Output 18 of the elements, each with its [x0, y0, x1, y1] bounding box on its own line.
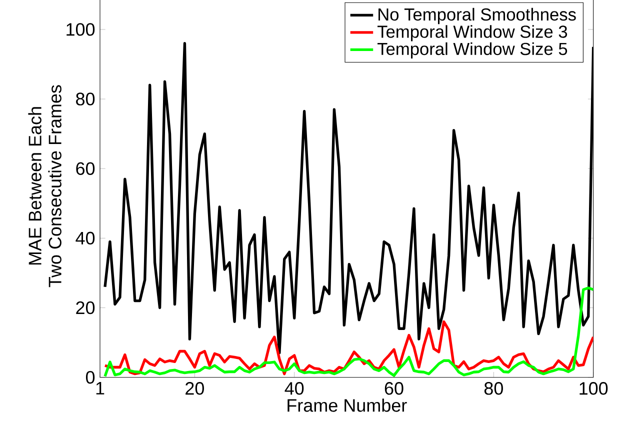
x-tick-label: 20 [186, 382, 204, 395]
y-tick-label: 100 [66, 22, 95, 36]
x-axis-title: Frame Number [288, 398, 407, 412]
y-axis-title: MAE Between Each Two Consecutive Frames [28, 84, 62, 287]
line-series [104, 286, 594, 378]
legend-label: Temporal Window Size 3 [378, 24, 568, 42]
x-tick-label: 60 [384, 382, 404, 395]
y-tick-label: 20 [76, 301, 95, 314]
x-tick-label: 80 [484, 382, 503, 395]
x-tick-label: 1 [96, 382, 104, 394]
legend-label: No Temporal Smoothness [378, 8, 576, 24]
legend-label: Temporal Window Size 5 [378, 42, 568, 58]
x-tick-label: 100 [580, 382, 608, 395]
y-tick-label: 80 [76, 92, 95, 106]
x-tick-label: 40 [284, 382, 304, 395]
y-tick-label: 40 [76, 232, 95, 244]
y-tick-label: 0 [86, 370, 95, 384]
y-tick-label: 60 [76, 162, 95, 175]
